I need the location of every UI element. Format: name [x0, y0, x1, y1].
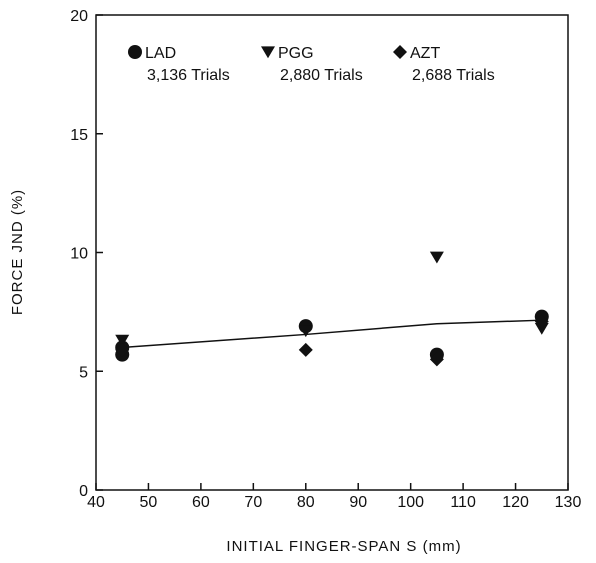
y-tick-label: 10	[70, 246, 88, 263]
data-point-pgg	[429, 251, 444, 264]
x-tick-label: 50	[140, 494, 158, 511]
legend-detail: 3,136 Trials	[147, 67, 230, 84]
legend-marker-diamond	[393, 45, 407, 59]
legend-item-azt: AZT 2,688 Trials	[393, 45, 495, 84]
data-point-pgg	[115, 334, 130, 347]
x-tick-label: 70	[244, 494, 262, 511]
legend: LAD 3,136 Trials PGG 2,880 Trials AZT 2,688 T…	[128, 45, 495, 84]
y-tick-label: 0	[79, 483, 88, 500]
axis-ticks: 40 50 60 70 80 90 100 110 120 130 0 5 10 15 20	[70, 8, 581, 511]
data-point-pgg	[534, 322, 549, 335]
legend-item-pgg: PGG 2,880 Trials	[261, 45, 363, 84]
data-point-pgg	[298, 325, 313, 338]
x-tick-label: 130	[555, 494, 582, 511]
legend-label: PGG	[278, 45, 314, 62]
x-tick-label: 80	[297, 494, 315, 511]
x-tick-label: 90	[349, 494, 367, 511]
y-tick-label: 5	[79, 364, 88, 381]
data-point-azt	[298, 342, 313, 357]
data-point-azt	[115, 342, 130, 357]
x-tick-label: 110	[450, 494, 476, 511]
y-axis-title: FORCE JND (%)	[9, 189, 26, 315]
legend-label: LAD	[145, 45, 176, 62]
legend-label: AZT	[410, 45, 440, 62]
fit-line	[122, 319, 542, 349]
legend-detail: 2,688 Trials	[412, 67, 495, 84]
x-tick-label: 60	[192, 494, 210, 511]
x-tick-label: 100	[397, 494, 424, 511]
y-tick-label: 20	[70, 8, 88, 25]
data-point-azt	[429, 352, 444, 367]
legend-item-lad: LAD 3,136 Trials	[128, 45, 230, 84]
x-tick-label: 120	[502, 494, 529, 511]
plot-frame	[95, 14, 569, 491]
data-point-azt	[534, 314, 549, 329]
x-tick-label: 40	[87, 494, 105, 511]
y-tick-label: 15	[70, 127, 88, 144]
data-points	[115, 251, 549, 367]
x-axis-title: INITIAL FINGER-SPAN S (mm)	[226, 538, 461, 555]
fit-line-group	[122, 319, 542, 349]
legend-detail: 2,880 Trials	[280, 67, 363, 84]
legend-marker-circle	[128, 45, 142, 59]
legend-marker-triangle-down	[261, 46, 275, 59]
